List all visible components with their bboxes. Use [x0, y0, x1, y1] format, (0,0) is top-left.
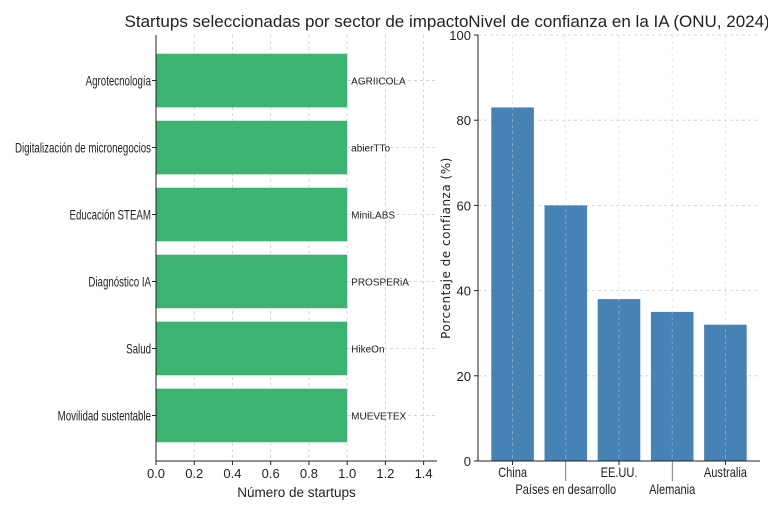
bar	[156, 53, 348, 108]
bar-annotation: AGRIICOLA	[351, 77, 406, 88]
y-tick-label: 60	[457, 198, 471, 213]
bar	[156, 321, 348, 376]
x-tick-label: 0.4	[223, 466, 241, 481]
x-axis-label: Número de startups	[237, 485, 356, 500]
category-label: Educación STEAM	[70, 208, 151, 223]
category-label-group: Educación STEAM	[70, 208, 151, 223]
category-label-group: Australia	[704, 465, 747, 480]
category-label-group: Países en desarrollo	[515, 482, 616, 497]
x-tick-label: 1.0	[338, 466, 356, 481]
y-tick-label: 80	[457, 113, 471, 128]
bar	[704, 324, 747, 461]
bar-annotation: MUEVETEX	[351, 411, 406, 422]
category-label-group: Alemania	[649, 482, 695, 497]
x-tick-label: 1.2	[376, 466, 394, 481]
y-tick-label: 0	[464, 454, 471, 469]
y-tick-label: 40	[457, 284, 471, 299]
y-tick-label: 20	[457, 369, 471, 384]
category-label-group: China	[498, 465, 527, 480]
category-label-group: Digitalización de micronegocios	[15, 141, 151, 156]
bar-annotation: PROSPERiA	[351, 277, 409, 288]
bar-annotation: HikeOn	[351, 344, 384, 355]
category-label: Movilidad sustentable	[58, 409, 152, 424]
bar	[156, 187, 348, 242]
chart-title: Nivel de confianza en la IA (ONU, 2024)	[468, 12, 768, 31]
category-label-group: Diagnóstico IA	[88, 275, 151, 290]
x-tick-label: 0.0	[147, 466, 165, 481]
bar	[544, 205, 588, 461]
bar	[156, 120, 348, 175]
category-label: Alemania	[649, 482, 695, 497]
bar	[597, 299, 641, 461]
x-tick-label: 0.8	[300, 466, 318, 481]
x-tick-label: 1.4	[415, 466, 433, 481]
bar	[156, 388, 348, 443]
bar-annotation: MiniLABS	[351, 211, 395, 222]
category-label: Salud	[126, 342, 151, 357]
y-axis-label: Porcentaje de confianza (%)	[439, 157, 453, 339]
y-tick-label: 100	[449, 28, 471, 43]
chart-title: Startups seleccionadas por sector de imp…	[125, 12, 469, 31]
category-label: Australia	[704, 465, 747, 480]
category-label: China	[498, 465, 527, 480]
category-label: Agrotecnología	[86, 74, 152, 89]
bar	[156, 254, 348, 309]
bar-annotation: abierTTo	[351, 144, 390, 155]
confidence-chart: Nivel de confianza en la IA (ONU, 2024) C…	[439, 12, 768, 497]
category-label: Digitalización de micronegocios	[15, 141, 151, 156]
category-label-group: Salud	[126, 342, 151, 357]
category-label-group: EE.UU.	[601, 465, 638, 480]
category-label-group: Agrotecnología	[86, 74, 152, 89]
category-label-group: Movilidad sustentable	[58, 409, 152, 424]
category-label: EE.UU.	[601, 465, 638, 480]
x-tick-label: 0.2	[185, 466, 203, 481]
category-label: Diagnóstico IA	[88, 275, 151, 290]
sector-chart: Startups seleccionadas por sector de imp…	[15, 12, 468, 500]
x-tick-label: 0.6	[262, 466, 280, 481]
category-label: Países en desarrollo	[515, 482, 616, 497]
